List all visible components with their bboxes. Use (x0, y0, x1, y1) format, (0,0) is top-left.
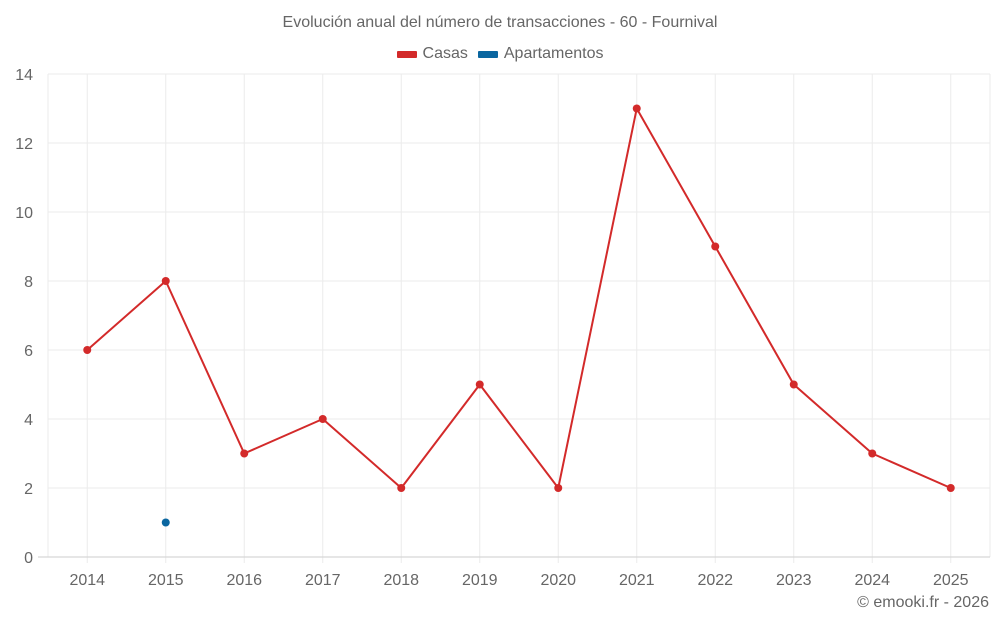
data-point-casas[interactable] (789, 380, 798, 389)
credit-text: © emooki.fr - 2026 (857, 594, 989, 611)
data-point-apartamentos[interactable] (161, 518, 170, 527)
chart-title: Evolución anual del número de transaccio… (282, 14, 718, 31)
x-tick-label: 2015 (148, 572, 184, 589)
data-point-casas[interactable] (632, 104, 641, 113)
data-point-casas[interactable] (161, 277, 170, 285)
y-tick-label: 10 (15, 205, 33, 222)
legend-label-casas: Casas (422, 45, 468, 62)
legend-swatch-apartamentos (477, 50, 498, 58)
y-tick-label: 4 (24, 412, 33, 429)
y-tick-label: 2 (24, 481, 33, 498)
data-point-casas[interactable] (475, 380, 484, 389)
data-point-casas[interactable] (397, 484, 406, 492)
x-tick-label: 2014 (69, 572, 105, 589)
x-tick-label: 2016 (226, 572, 262, 589)
legend-item-apartamentos[interactable]: Apartamentos (477, 45, 604, 63)
data-point-casas[interactable] (83, 346, 92, 354)
y-axis: 0 2 4 6 8 10 12 14 (15, 67, 33, 567)
data-point-casas[interactable] (318, 415, 327, 423)
x-tick-label: 2020 (540, 572, 576, 589)
y-tick-label: 6 (24, 343, 33, 360)
x-tick-label: 2017 (305, 572, 341, 589)
data-point-casas[interactable] (711, 242, 720, 251)
legend-item-casas[interactable]: Casas (396, 45, 468, 63)
legend-label-apartamentos: Apartamentos (503, 45, 604, 62)
y-tick-label: 12 (15, 136, 33, 153)
data-point-casas[interactable] (554, 484, 563, 492)
x-tick-label: 2023 (776, 572, 812, 589)
x-axis: 2014 2015 2016 2017 2018 2019 2020 2021 2022 2023… (38, 556, 990, 589)
x-tick-label: 2025 (933, 572, 969, 589)
x-tick-label: 2024 (854, 572, 890, 589)
x-tick-label: 2022 (697, 572, 733, 589)
chart-legend: Casas Apartamentos (0, 45, 1000, 63)
legend-swatch-casas (396, 50, 417, 58)
x-tick-label: 2021 (619, 572, 655, 589)
series-layer (83, 104, 955, 527)
data-point-casas[interactable] (946, 484, 955, 492)
y-tick-label: 0 (24, 550, 33, 567)
x-tick-label: 2018 (383, 572, 419, 589)
y-tick-label: 8 (24, 274, 33, 291)
data-point-casas[interactable] (240, 449, 249, 458)
y-tick-label: 14 (15, 67, 33, 84)
data-point-casas[interactable] (868, 449, 877, 458)
grid-lines (47, 73, 991, 563)
series-line-casas (86, 107, 952, 489)
x-tick-label: 2019 (462, 572, 498, 589)
